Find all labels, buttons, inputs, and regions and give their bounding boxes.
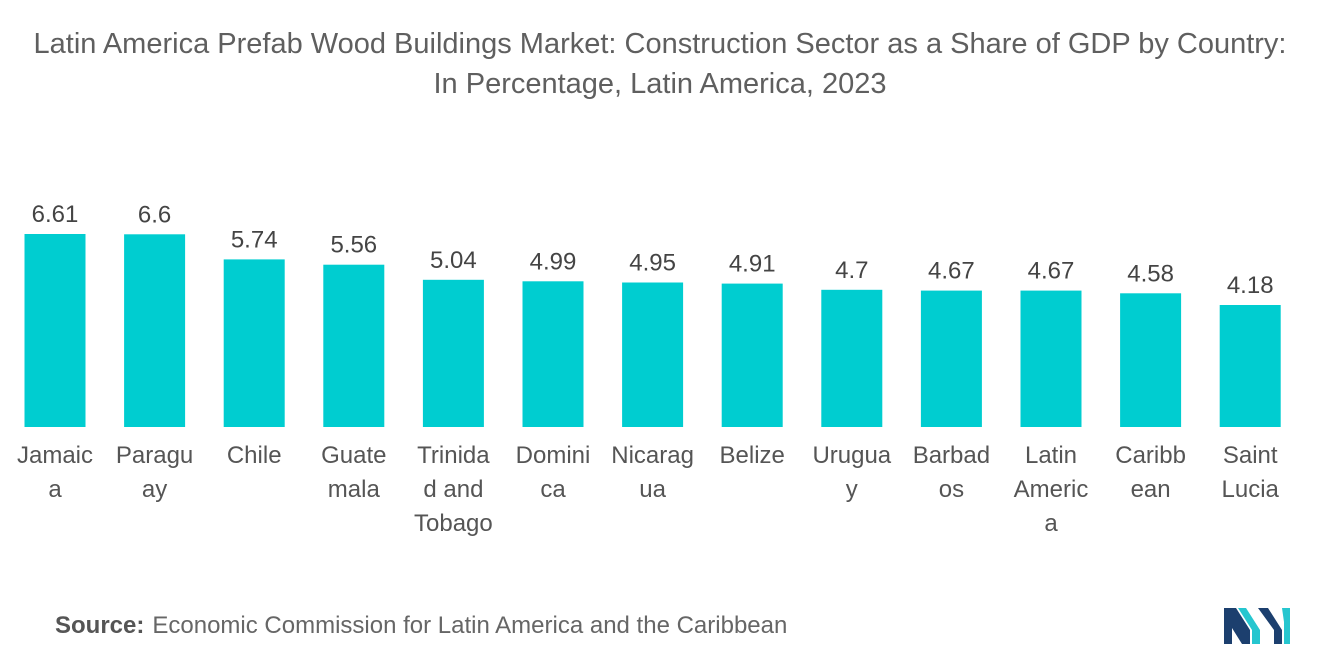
value-label: 5.74: [231, 226, 278, 253]
category-label: Guate: [321, 442, 386, 469]
category-label: mala: [328, 476, 381, 503]
category-label: Caribb: [1115, 442, 1186, 469]
value-label: 4.7: [835, 257, 868, 284]
bar-latin-america: [1020, 290, 1082, 427]
bar-chart: 6.61Jamaica6.6Paraguay5.74Chile5.56Guate…: [17, 201, 1281, 537]
category-label: ean: [1131, 476, 1171, 503]
category-label: Urugua: [812, 442, 891, 469]
bar-chile: [223, 259, 285, 427]
category-label: Paragu: [116, 442, 193, 469]
chart-title: Latin America Prefab Wood Buildings Mark…: [33, 28, 1287, 100]
bar-nicaragua: [622, 282, 684, 427]
bar-uruguay: [821, 289, 883, 427]
category-label: ay: [142, 476, 167, 503]
value-label: 4.18: [1227, 272, 1274, 299]
category-label: Latin: [1025, 442, 1077, 469]
value-label: 4.58: [1127, 260, 1174, 287]
category-label: ua: [639, 476, 666, 503]
source-note: Source: Economic Commission for Latin Ame…: [55, 612, 787, 640]
value-label: 4.91: [729, 251, 776, 278]
value-label: 5.56: [330, 232, 377, 259]
category-label: ca: [540, 476, 566, 503]
value-label: 4.95: [629, 250, 676, 277]
bar-paraguay: [124, 234, 186, 427]
value-label: 6.61: [32, 201, 79, 228]
category-label: d and: [423, 476, 483, 503]
bar-trinidad-and-tobago: [422, 279, 484, 427]
category-label: Tobago: [414, 510, 493, 537]
category-label: Americ: [1014, 476, 1089, 503]
bar-jamaica: [24, 234, 86, 427]
category-label: Trinida: [417, 442, 490, 469]
category-label: Jamaic: [17, 442, 93, 469]
value-label: 5.04: [430, 247, 477, 274]
category-label: Domini: [516, 442, 591, 469]
bar-belize: [721, 283, 783, 427]
mordor-intelligence-logo-icon: [1224, 608, 1290, 644]
category-label: Barbad: [913, 442, 990, 469]
category-label: Chile: [227, 442, 282, 469]
value-label: 6.6: [138, 201, 171, 228]
category-label: a: [48, 476, 62, 503]
category-label: Saint: [1223, 442, 1278, 469]
bar-barbados: [920, 290, 982, 427]
value-label: 4.67: [928, 258, 975, 285]
category-label: Belize: [720, 442, 785, 469]
value-label: 4.67: [1028, 258, 1075, 285]
source-text: Economic Commission for Latin America an…: [152, 612, 788, 639]
category-label: Lucia: [1222, 476, 1280, 503]
value-label: 4.99: [530, 248, 577, 275]
source-label: Source:: [55, 612, 145, 639]
bar-caribbean: [1120, 293, 1182, 427]
bar-dominica: [522, 281, 584, 427]
category-label: a: [1044, 510, 1058, 537]
category-label: y: [846, 476, 858, 503]
bar-guatemala: [323, 264, 385, 427]
category-label: Nicarag: [611, 442, 694, 469]
category-label: os: [939, 476, 964, 503]
bar-saint-lucia: [1219, 305, 1281, 427]
